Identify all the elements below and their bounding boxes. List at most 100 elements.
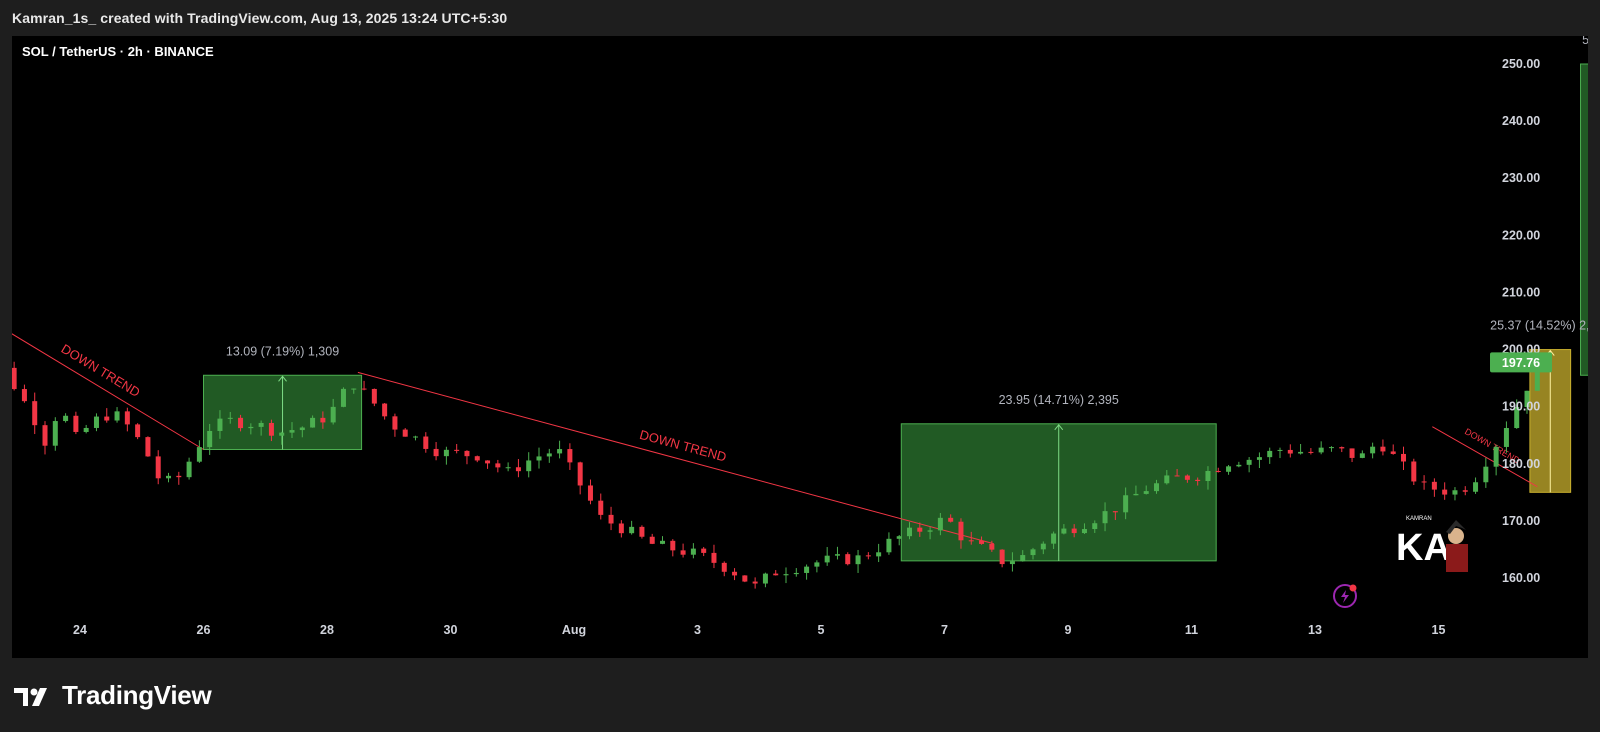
candle-body: [1318, 447, 1324, 453]
candle-body: [1390, 451, 1396, 454]
measure-label: 13.09 (7.19%) 1,309: [226, 344, 339, 358]
tradingview-mark-icon: [14, 687, 47, 706]
measure-label: 25.37 (14.52%) 2,537: [1490, 319, 1588, 333]
candle-body: [1246, 459, 1252, 465]
candle-body: [577, 462, 583, 486]
candle-body: [114, 411, 120, 421]
y-tick-label: 220.00: [1502, 228, 1540, 242]
candle-body: [639, 526, 645, 537]
trendline-label: DOWN TREND: [59, 341, 143, 400]
candle-body: [155, 456, 161, 479]
candle-body: [176, 475, 182, 478]
candle-body: [587, 485, 593, 501]
candle-body: [1514, 407, 1520, 429]
x-tick-label: 11: [1185, 623, 1198, 637]
lightning-icon[interactable]: [1333, 584, 1357, 608]
candle-body: [526, 460, 532, 472]
candle-body: [1380, 446, 1386, 452]
x-tick-label: 30: [444, 623, 458, 637]
trendline[interactable]: [12, 315, 204, 450]
candle-body: [248, 426, 254, 429]
chart-area[interactable]: DOWN TREND DOWN TREND DOWN TREND 13.09 (7.…: [12, 36, 1588, 658]
candle-body: [1442, 489, 1448, 495]
candle-body: [299, 427, 305, 431]
candle-body: [217, 418, 223, 431]
tradingview-logo[interactable]: TradingView: [14, 680, 212, 711]
candle-body: [1534, 361, 1540, 391]
candle-body: [670, 540, 676, 551]
trendline[interactable]: [1432, 426, 1538, 488]
candle-body: [124, 411, 130, 425]
candle-body: [742, 575, 748, 582]
y-tick-label: 170.00: [1502, 514, 1540, 528]
candle-body: [618, 523, 624, 534]
candle-body: [207, 430, 213, 448]
candle-body: [896, 536, 902, 539]
candle-body: [1215, 470, 1221, 472]
candle-body: [1205, 470, 1211, 482]
candle-body: [464, 450, 470, 457]
y-tick-label: 160.00: [1502, 571, 1540, 585]
candle-body: [989, 543, 995, 550]
candle-body: [186, 461, 192, 478]
candle-body: [1040, 543, 1046, 550]
trendline[interactable]: [357, 371, 995, 545]
candle-body: [1339, 447, 1345, 449]
candle-body: [320, 417, 326, 423]
candle-body: [948, 517, 954, 522]
candle-body: [515, 467, 521, 472]
candle-body: [886, 538, 892, 553]
candle-body: [814, 562, 820, 567]
candle-body: [1256, 457, 1262, 460]
candle-body: [104, 416, 110, 421]
svg-text:KAMRAN: KAMRAN: [1406, 516, 1432, 522]
candle-body: [968, 540, 974, 542]
y-tick-label: 210.00: [1502, 285, 1540, 299]
candle-body: [1061, 528, 1067, 534]
candle-body: [917, 527, 923, 532]
candle-body: [1287, 449, 1293, 454]
candle-body: [680, 550, 686, 555]
candle-body: [1092, 523, 1098, 530]
candle-body: [732, 571, 738, 576]
candle-body: [32, 401, 38, 426]
y-tick-label: 230.00: [1502, 171, 1540, 185]
candle-body: [1462, 490, 1468, 492]
candle-body: [268, 422, 274, 436]
y-tick-label: 240.00: [1502, 114, 1540, 128]
candle-body: [1226, 466, 1232, 472]
candle-body: [834, 554, 840, 556]
candle-body: [1431, 481, 1437, 490]
candle-body: [721, 562, 727, 572]
last-price-badge: [1490, 352, 1552, 373]
candle-body: [42, 425, 48, 446]
y-tick-label: 180.00: [1502, 457, 1540, 471]
candle-body: [536, 456, 542, 461]
candle-body: [289, 430, 295, 433]
candle-body: [783, 574, 789, 576]
candle-body: [1421, 481, 1427, 483]
x-tick-label: 24: [73, 623, 87, 637]
candle-body: [649, 536, 655, 544]
candle-body: [979, 540, 985, 544]
candle-body: [371, 388, 377, 404]
candle-body: [1298, 451, 1304, 454]
candle-body: [1133, 493, 1139, 496]
candle-body: [21, 389, 27, 402]
svg-text:KA: KA: [1396, 527, 1451, 569]
candle-body: [351, 388, 357, 390]
trendline-label: DOWN TREND: [638, 427, 728, 465]
candle-body: [12, 367, 17, 390]
candle-body: [279, 432, 285, 436]
candle-body: [93, 416, 99, 428]
candle-body: [485, 460, 491, 464]
x-tick-label: 7: [941, 623, 948, 637]
measure-box[interactable]: [1580, 63, 1588, 376]
y-tick-label: 250.00: [1502, 57, 1540, 71]
candle-body: [793, 572, 799, 575]
candle-body: [1328, 447, 1334, 449]
candle-body: [402, 429, 408, 437]
measure-arrow-head: [1054, 423, 1064, 431]
candle-body: [958, 521, 964, 541]
